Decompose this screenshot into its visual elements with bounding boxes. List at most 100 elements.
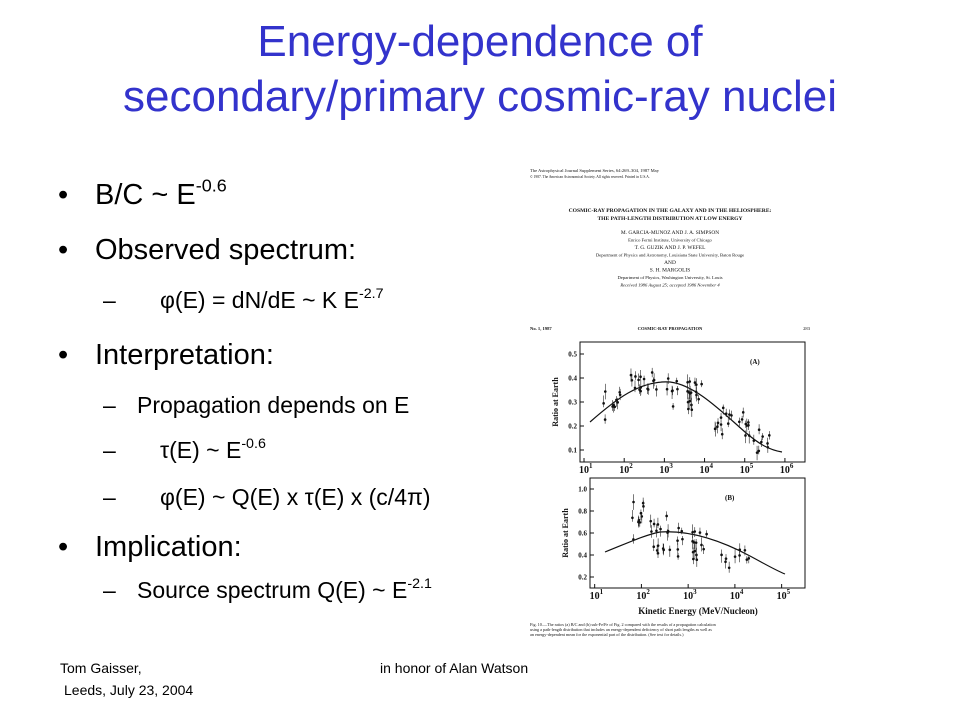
paper-title-line: COSMIC-RAY PROPAGATION IN THE GALAXY AND… bbox=[569, 208, 772, 214]
scan-point bbox=[655, 388, 658, 391]
scan-point bbox=[761, 435, 764, 438]
sub-bullet-text: Propagation depends on E bbox=[137, 392, 410, 418]
scan-point bbox=[688, 392, 692, 395]
x-tick-base: 10 bbox=[590, 591, 600, 602]
scan-point bbox=[693, 530, 697, 533]
scan-point bbox=[738, 548, 742, 551]
author-line: S. H. MARGOLIS bbox=[650, 268, 690, 274]
scan-point bbox=[652, 379, 655, 383]
panel-label: (B) bbox=[725, 494, 735, 502]
sub-bullet: Source spectrum Q(E) ~ E-2.1 bbox=[137, 570, 487, 610]
scan-point bbox=[686, 390, 689, 393]
slide-title: Energy-dependence of secondary/primary c… bbox=[123, 17, 837, 121]
y-axis-label: Ratio at Earth bbox=[561, 508, 570, 558]
scan-point bbox=[615, 398, 618, 402]
sub-bullet-exponent: -2.1 bbox=[407, 576, 432, 593]
scan-point bbox=[676, 555, 680, 558]
x-tick-label: 105 bbox=[777, 588, 791, 602]
scan-point bbox=[642, 377, 646, 381]
scan-point bbox=[650, 530, 653, 533]
sub-bullet-text: φ(E) = dN/dE ~ K E bbox=[160, 287, 359, 313]
scan-point bbox=[650, 371, 654, 374]
scan-point bbox=[733, 555, 737, 558]
x-tick-exp: 4 bbox=[740, 588, 744, 596]
x-tick-base: 10 bbox=[579, 465, 589, 476]
bullet: B/C ~ E-0.6 bbox=[95, 175, 227, 212]
scan-point bbox=[691, 530, 694, 534]
scan-point bbox=[719, 423, 723, 426]
scan-point bbox=[656, 551, 660, 555]
x-tick-label: 103 bbox=[683, 588, 697, 602]
scan-point bbox=[743, 548, 747, 552]
scan-point bbox=[662, 548, 665, 552]
scan-point bbox=[652, 545, 656, 549]
x-tick-exp: 6 bbox=[790, 462, 794, 470]
author-line: T. G. GUZIK AND J. P. WEFEL bbox=[635, 245, 706, 251]
scan-point bbox=[698, 531, 702, 534]
scan-point bbox=[693, 549, 697, 553]
scan-point bbox=[618, 390, 622, 394]
scan-point bbox=[766, 442, 769, 445]
scan-point bbox=[690, 403, 693, 407]
bullet: Interpretation: bbox=[95, 338, 274, 372]
sub-bullet-text: φ(E) ~ Q(E) x τ(E) x (c/4π) bbox=[160, 484, 431, 510]
x-tick-base: 10 bbox=[777, 591, 787, 602]
author-line: Department of Physics and Astronomy, Lou… bbox=[596, 253, 744, 259]
y-axis-label: Ratio at Earth bbox=[551, 377, 560, 427]
x-tick-base: 10 bbox=[683, 591, 693, 602]
scan-point bbox=[668, 548, 672, 552]
scan-point bbox=[760, 440, 763, 444]
bullet-marker: • bbox=[58, 179, 69, 211]
scan-point bbox=[741, 411, 745, 414]
scan-point bbox=[700, 382, 703, 386]
copyright-line: © 1987. The American Astronomical Societ… bbox=[530, 174, 650, 179]
y-tick-label: 0.4 bbox=[568, 375, 577, 383]
scan-point bbox=[705, 532, 708, 536]
bullet-exponent: -0.6 bbox=[195, 175, 227, 196]
scan-point bbox=[768, 434, 771, 437]
x-tick-base: 10 bbox=[619, 465, 629, 476]
scan-point bbox=[659, 527, 662, 531]
scan-point bbox=[652, 522, 656, 526]
scan-point bbox=[738, 554, 741, 557]
sub-bullet: τ(E) ~ E-0.6 bbox=[160, 430, 266, 470]
scan-point bbox=[694, 541, 698, 544]
scan-point bbox=[633, 386, 637, 390]
bullet-text: Observed spectrum: bbox=[95, 234, 357, 266]
scan-point bbox=[720, 553, 723, 557]
y-tick-label: 0.8 bbox=[578, 508, 587, 516]
scan-point bbox=[646, 388, 650, 391]
scan-point bbox=[737, 420, 741, 424]
x-tick-exp: 1 bbox=[589, 462, 593, 470]
scan-point bbox=[655, 529, 658, 533]
x-tick-base: 10 bbox=[740, 465, 750, 476]
scan-point bbox=[603, 390, 607, 393]
scan-point bbox=[666, 531, 669, 534]
author-line: Received 1986 August 25; accepted 1986 N… bbox=[619, 283, 720, 288]
scan-point bbox=[637, 520, 640, 524]
footer-author: Tom Gaisser, bbox=[60, 660, 142, 676]
author-line: Enrico Fermi Institute, University of Ch… bbox=[628, 238, 712, 244]
x-tick-exp: 1 bbox=[600, 588, 604, 596]
y-tick-label: 0.2 bbox=[568, 423, 577, 431]
scan-point bbox=[681, 537, 684, 541]
scan-point bbox=[727, 566, 731, 570]
x-tick-exp: 3 bbox=[669, 462, 673, 470]
scan-point bbox=[618, 393, 622, 397]
sub-bullet: Propagation depends on E bbox=[137, 385, 409, 425]
x-tick-label: 101 bbox=[590, 588, 604, 602]
x-tick-label: 103 bbox=[659, 462, 673, 476]
scan-point bbox=[694, 390, 698, 394]
bullet-text: B/C ~ E bbox=[95, 179, 196, 211]
scan-point bbox=[700, 543, 703, 547]
sub-bullet-text: τ(E) ~ E bbox=[160, 437, 242, 463]
y-tick-label: 1.0 bbox=[578, 486, 587, 494]
scan-point bbox=[695, 383, 698, 386]
sub-bullet-marker: – bbox=[103, 437, 116, 463]
scan-point bbox=[688, 380, 692, 383]
y-tick-label: 0.5 bbox=[568, 351, 577, 359]
scan-point bbox=[757, 428, 761, 431]
x-tick-exp: 2 bbox=[629, 462, 633, 470]
scan-point bbox=[688, 399, 692, 403]
